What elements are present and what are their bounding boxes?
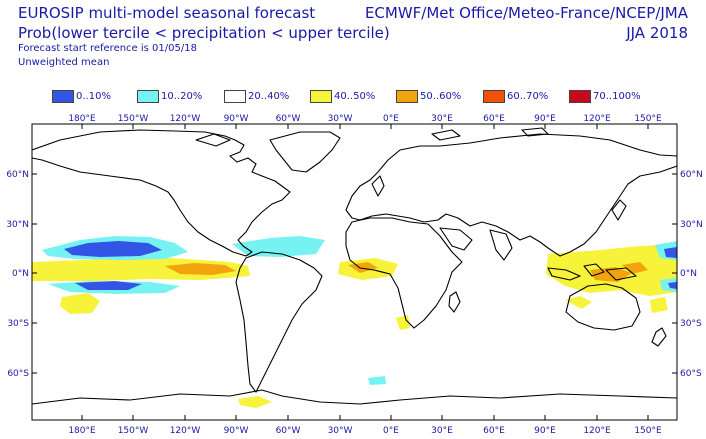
lon-labels-top: 180°E 150°W 120°W 90°W 60°W 30°W 0°E 30°… [68, 114, 662, 124]
coast-uk [371, 175, 385, 197]
legend-swatch [483, 89, 505, 103]
lon-label: 120°W [170, 114, 201, 124]
forecast-reference: Forecast start reference is 01/05/18 [18, 43, 197, 54]
coast-arabia-india [439, 227, 513, 261]
shade-10-20-caribbean [232, 236, 325, 257]
coast-madagascar [448, 291, 461, 313]
legend-label: 70..100% [593, 90, 641, 102]
lon-labels-bottom: 180°E 150°W 120°W 90°W 60°W 30°W 0°E 30°… [68, 426, 662, 436]
lon-label: 0°E [383, 426, 399, 436]
weighting-note: Unweighted mean [18, 57, 110, 68]
lon-label: 60°W [276, 426, 301, 436]
map-frame [31, 123, 678, 421]
legend-label: 10..20% [161, 90, 203, 102]
coast-antarctica [32, 389, 677, 405]
shade-40-50-south-pacific [60, 293, 100, 314]
coast-japan [611, 199, 627, 221]
lat-label: 0°N [680, 269, 697, 279]
legend-item: 50..60% [396, 88, 461, 104]
legend-item: 10..20% [137, 88, 202, 104]
legend-item: 60..70% [483, 88, 548, 104]
shade-0-10-south-pacific [75, 281, 142, 290]
coast-greenland [269, 131, 341, 173]
legend-swatch [310, 89, 332, 103]
legend-label: 40..50% [334, 90, 376, 102]
lon-label: 120°E [583, 114, 611, 124]
lat-label: 30°S [680, 319, 702, 329]
legend-swatch [224, 89, 246, 103]
lat-labels-right: 60°N 30°N 0°N 30°S 60°S [680, 170, 703, 379]
legend: 0..10% 10..20% 20..40% 40..50% 50..60% 6… [0, 88, 706, 104]
legend-label: 60..70% [507, 90, 549, 102]
season-label: JJA 2018 [626, 24, 688, 42]
lat-label: 0°N [12, 269, 29, 279]
tick-marks [32, 124, 677, 420]
lat-label: 30°N [6, 220, 29, 230]
legend-swatch [137, 89, 159, 103]
lon-label: 120°E [583, 426, 611, 436]
shade-50-60-east-pacific [165, 263, 236, 275]
lon-label: 150°W [118, 114, 149, 124]
lon-label: 180°E [68, 114, 96, 124]
legend-swatch [396, 89, 418, 103]
lat-label: 60°S [680, 369, 702, 379]
lon-label: 60°E [483, 426, 505, 436]
lon-label: 30°W [328, 114, 353, 124]
map-subtitle: Prob(lower tercile < precipitation < upp… [18, 24, 390, 42]
lon-label: 150°E [634, 426, 662, 436]
shade-40-50-west-pacific-south [650, 297, 668, 313]
shade-0-10-north-pacific [64, 241, 162, 257]
shade-0-10-west-pacific-north [664, 247, 677, 258]
legend-item: 40..50% [310, 88, 375, 104]
lon-label: 60°E [483, 114, 505, 124]
legend-swatch [52, 89, 74, 103]
shade-0-10-west-pacific-south [668, 282, 677, 289]
lon-label: 150°W [118, 426, 149, 436]
lon-label: 90°W [224, 426, 249, 436]
lon-label: 150°E [634, 114, 662, 124]
lon-label: 60°W [276, 114, 301, 124]
shade-40-50-australia-north [565, 296, 592, 309]
shade-10-20-west-pacific-south [660, 278, 677, 292]
lat-labels-left: 60°N 30°N 0°N 30°S 60°S [6, 170, 29, 379]
lon-label: 0°E [383, 114, 399, 124]
lon-label: 30°W [328, 426, 353, 436]
lon-label: 120°W [170, 426, 201, 436]
coast-north-america [32, 129, 291, 257]
lon-label: 90°W [224, 114, 249, 124]
coast-europe-asia [345, 133, 677, 257]
centres-label: ECMWF/Met Office/Meteo-France/NCEP/JMA [364, 4, 688, 22]
coast-australia [565, 283, 641, 331]
legend-label: 20..40% [248, 90, 290, 102]
coast-africa [345, 217, 463, 329]
lat-label: 30°N [680, 220, 703, 230]
legend-item: 0..10% [52, 88, 111, 104]
legend-label: 0..10% [76, 90, 111, 102]
coast-arctic-islands [195, 127, 549, 147]
shade-10-20-southern-ocean [368, 376, 386, 385]
lat-label: 60°N [6, 170, 29, 180]
lon-label: 180°E [68, 426, 96, 436]
shade-40-50-southern-ocean [238, 396, 272, 408]
legend-item: 20..40% [224, 88, 289, 104]
lon-label: 30°E [431, 114, 453, 124]
lon-label: 90°E [534, 426, 556, 436]
legend-item: 70..100% [569, 88, 641, 104]
probability-shading [32, 236, 677, 408]
lat-label: 30°S [7, 319, 29, 329]
coast-new-zealand [651, 327, 667, 347]
legend-label: 50..60% [420, 90, 462, 102]
map-title: EUROSIP multi-model seasonal forecast [18, 4, 316, 22]
lat-label: 60°N [680, 170, 703, 180]
shade-40-50-south-atlantic [396, 315, 410, 330]
shade-50-60-west-pacific [622, 262, 648, 274]
lat-label: 60°S [7, 369, 29, 379]
coastlines [32, 127, 677, 405]
lon-label: 30°E [431, 426, 453, 436]
coast-indonesia [547, 263, 637, 281]
legend-swatch [569, 89, 591, 103]
lon-label: 90°E [534, 114, 556, 124]
coast-south-america [235, 251, 323, 393]
